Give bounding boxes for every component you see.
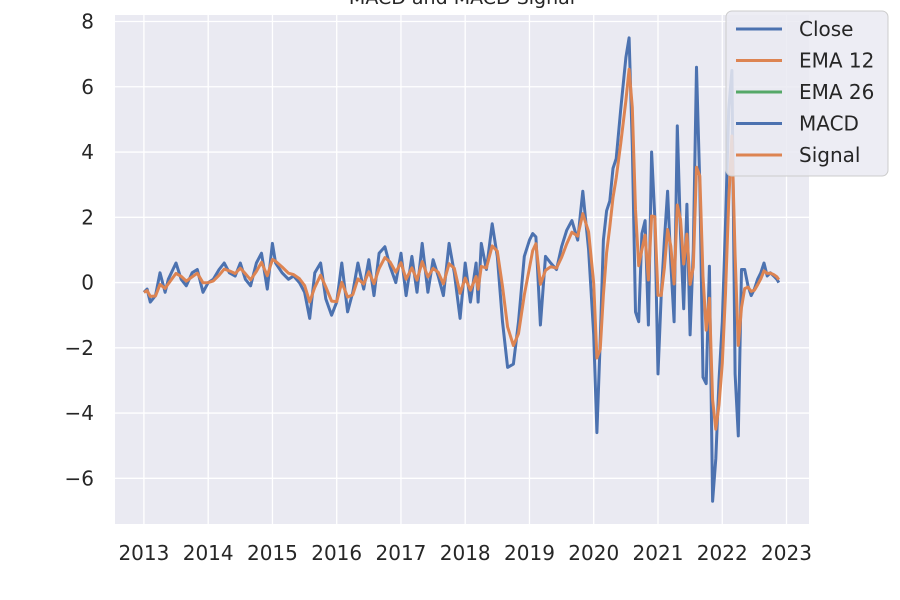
legend-box — [725, 10, 889, 177]
x-tick-label: 2023 — [761, 541, 812, 565]
x-tick-label: 2017 — [376, 541, 427, 565]
chart-title: MACD and MACD Signal — [349, 0, 575, 9]
y-tick-label: 8 — [81, 10, 94, 34]
x-tick-label: 2013 — [118, 541, 169, 565]
y-tick-label: 4 — [81, 140, 94, 164]
legend: Close EMA 12 EMA 26 MACD Signal — [725, 10, 889, 177]
y-tick-label: 6 — [81, 75, 94, 99]
series-signal-line — [143, 67, 781, 431]
legend-label: Signal — [799, 143, 860, 167]
x-tick-label: 2018 — [440, 541, 491, 565]
legend-label: EMA 26 — [799, 80, 874, 104]
x-tick-label: 2014 — [183, 541, 234, 565]
y-tick-label: −2 — [65, 336, 94, 360]
legend-label: EMA 12 — [799, 49, 874, 73]
y-tick-label: 0 — [81, 271, 94, 295]
legend-label: MACD — [799, 112, 859, 136]
legend-label: Close — [799, 17, 853, 41]
x-tick-label: 2021 — [633, 541, 684, 565]
x-tick-label: 2016 — [311, 541, 362, 565]
x-tick-label: 2020 — [568, 541, 619, 565]
y-tick-label: 2 — [81, 205, 94, 229]
x-tick-label: 2015 — [247, 541, 298, 565]
series-macd-line — [142, 36, 781, 503]
x-tick-label: 2022 — [697, 541, 748, 565]
y-tick-label: −6 — [65, 466, 94, 490]
y-tick-label: −4 — [65, 401, 94, 425]
x-tick-label: 2019 — [504, 541, 555, 565]
